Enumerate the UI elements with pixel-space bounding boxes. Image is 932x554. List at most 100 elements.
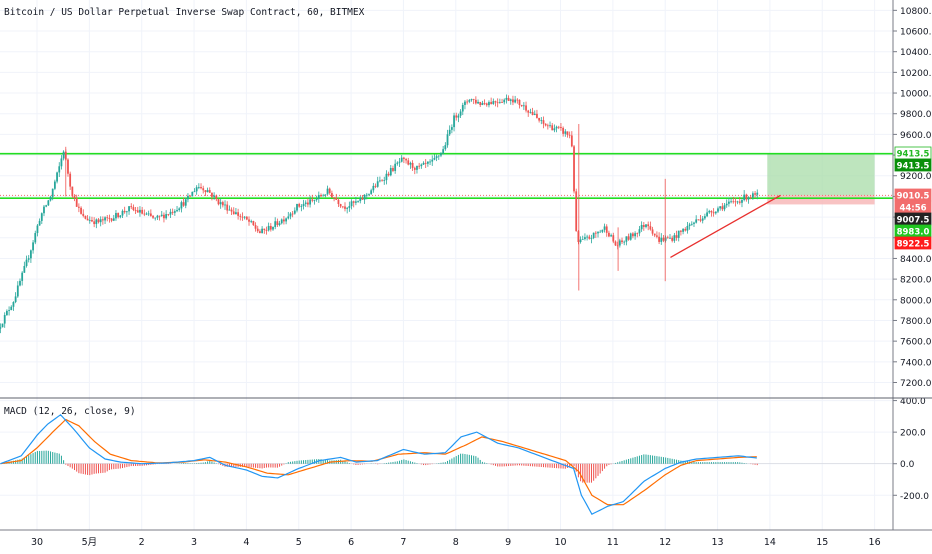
candle-body bbox=[518, 99, 521, 106]
candle-body bbox=[413, 167, 416, 170]
candle-body bbox=[422, 162, 425, 165]
candle-body bbox=[8, 310, 10, 311]
candle-body bbox=[333, 197, 335, 199]
candle-body bbox=[267, 225, 270, 231]
candle-body bbox=[680, 230, 682, 232]
candle-body bbox=[592, 232, 595, 238]
candle-body bbox=[440, 153, 442, 156]
candle-body bbox=[642, 224, 645, 227]
candle-body bbox=[34, 233, 37, 243]
candle-body bbox=[67, 159, 69, 174]
candle-body bbox=[614, 241, 617, 246]
candle-body bbox=[416, 165, 418, 170]
candle-body bbox=[736, 201, 739, 203]
candle-body bbox=[424, 162, 427, 164]
candle-body bbox=[370, 190, 373, 194]
candle-body bbox=[280, 219, 283, 224]
candle-body bbox=[335, 197, 338, 200]
candle-body bbox=[298, 203, 301, 207]
candle-body bbox=[320, 195, 322, 197]
candle-body bbox=[213, 195, 216, 197]
price-axis-label bbox=[894, 158, 932, 172]
candle-body bbox=[202, 188, 205, 191]
candle-body bbox=[684, 229, 687, 231]
candle-body bbox=[402, 157, 405, 159]
candle-body bbox=[573, 146, 575, 192]
candle-body bbox=[241, 216, 244, 218]
candle-body bbox=[110, 218, 113, 221]
candle-body bbox=[12, 302, 15, 307]
candle-body bbox=[178, 208, 181, 211]
candle-body bbox=[560, 126, 562, 128]
price-tick-label: 7800.0 bbox=[900, 317, 932, 327]
candle-body bbox=[180, 202, 183, 209]
candle-body bbox=[586, 236, 589, 238]
candle-body bbox=[564, 131, 567, 134]
candle-body bbox=[115, 213, 117, 219]
candle-body bbox=[344, 206, 346, 209]
candle-body bbox=[488, 102, 490, 106]
candle-body bbox=[134, 209, 137, 211]
candle-body bbox=[289, 213, 292, 217]
candle-body bbox=[171, 211, 174, 213]
candle-body bbox=[230, 209, 233, 212]
candle-body bbox=[426, 161, 429, 164]
candle-body bbox=[656, 235, 658, 237]
candle-body bbox=[106, 217, 109, 219]
candle-body bbox=[217, 199, 220, 205]
x-tick-label: 11 bbox=[607, 537, 619, 548]
candle-body bbox=[671, 237, 674, 241]
candle-body bbox=[272, 226, 274, 230]
candle-body bbox=[145, 213, 148, 215]
candle-body bbox=[492, 101, 495, 104]
chart-title: Bitcoin / US Dollar Perpetual Inverse Sw… bbox=[4, 7, 365, 18]
candle-body bbox=[47, 200, 50, 206]
candle-body bbox=[274, 221, 277, 227]
candle-body bbox=[128, 206, 130, 212]
candle-body bbox=[638, 229, 641, 234]
candle-body bbox=[706, 212, 708, 217]
candle-body bbox=[1, 323, 4, 328]
candle-body bbox=[259, 231, 261, 234]
candle-body bbox=[69, 173, 72, 187]
candle-body bbox=[457, 115, 460, 118]
x-tick-label: 14 bbox=[764, 537, 776, 548]
candle-body bbox=[636, 233, 639, 235]
candle-body bbox=[597, 232, 599, 234]
candle-body bbox=[304, 202, 307, 204]
price-axis-label-text: 9007.5 bbox=[897, 216, 930, 226]
candle-body bbox=[741, 200, 743, 203]
candle-body bbox=[88, 219, 91, 221]
candle-body bbox=[285, 218, 287, 222]
candle-body bbox=[725, 203, 728, 206]
candle-body bbox=[339, 204, 342, 207]
x-tick-label: 8 bbox=[453, 537, 459, 548]
candle-body bbox=[498, 102, 501, 104]
candle-body bbox=[542, 120, 545, 124]
candle-body bbox=[104, 217, 106, 221]
candle-body bbox=[283, 219, 285, 222]
candle-body bbox=[354, 201, 357, 203]
candle-body bbox=[536, 113, 538, 118]
candle-body bbox=[470, 99, 473, 101]
candle-body bbox=[522, 105, 525, 107]
candle-body bbox=[474, 99, 477, 104]
candle-body bbox=[658, 236, 660, 242]
candle-body bbox=[645, 224, 647, 227]
candle-body bbox=[717, 208, 719, 212]
candle-body bbox=[147, 213, 150, 215]
candle-body bbox=[400, 157, 403, 162]
candle-body bbox=[359, 197, 362, 202]
macd-title: MACD (12, 26, close, 9) bbox=[4, 406, 136, 417]
candle-body bbox=[296, 203, 298, 211]
candle-body bbox=[43, 206, 45, 214]
candle-body bbox=[584, 237, 586, 240]
candle-body bbox=[577, 231, 580, 243]
candle-body bbox=[730, 201, 732, 203]
candle-body bbox=[590, 237, 593, 239]
candle-body bbox=[313, 199, 316, 201]
price-tick-label: 9200.0 bbox=[900, 172, 932, 182]
candle-body bbox=[557, 126, 560, 128]
